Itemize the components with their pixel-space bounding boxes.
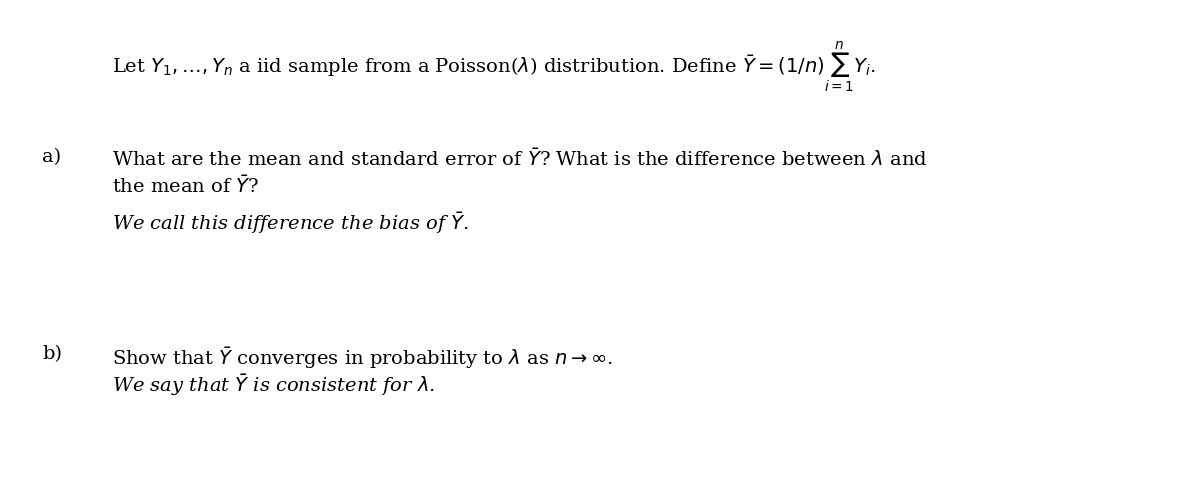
- Text: What are the mean and standard error of $\bar{Y}$? What is the difference betwee: What are the mean and standard error of …: [112, 148, 928, 170]
- Text: Let $Y_1,\ldots,Y_n$ a iid sample from a Poisson($\lambda$) distribution. Define: Let $Y_1,\ldots,Y_n$ a iid sample from a…: [112, 40, 876, 95]
- Text: Show that $\bar{Y}$ converges in probability to $\lambda$ as $n \to \infty$.: Show that $\bar{Y}$ converges in probabi…: [112, 345, 613, 371]
- Text: b): b): [42, 345, 62, 363]
- Text: We call this difference the bias of $\bar{Y}$.: We call this difference the bias of $\ba…: [112, 210, 469, 236]
- Text: the mean of $\bar{Y}$?: the mean of $\bar{Y}$?: [112, 175, 259, 197]
- Text: a): a): [42, 148, 61, 166]
- Text: We say that $\bar{Y}$ is consistent for $\lambda$.: We say that $\bar{Y}$ is consistent for …: [112, 372, 436, 398]
